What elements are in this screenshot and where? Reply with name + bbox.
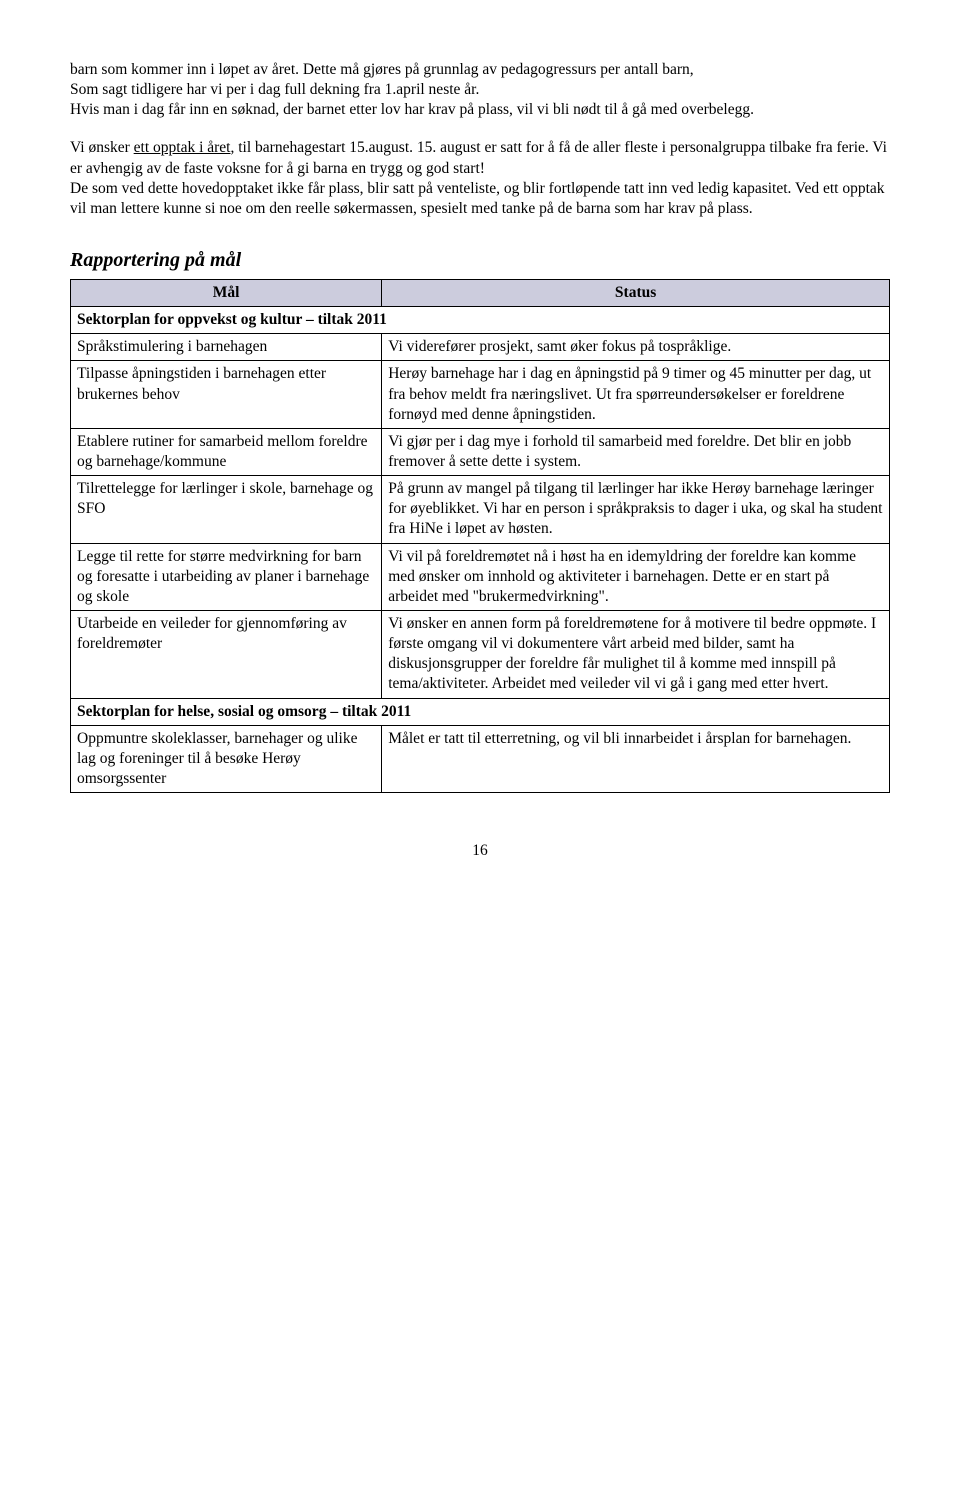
mal-cell: Etablere rutiner for samarbeid mellom fo… <box>71 428 382 475</box>
status-cell: Herøy barnehage har i dag en åpningstid … <box>382 361 890 428</box>
table-row: Språkstimulering i barnehagen Vi videref… <box>71 334 890 361</box>
status-cell: Målet er tatt til etterretning, og vil b… <box>382 725 890 792</box>
mal-cell: Tilpasse åpningstiden i barnehagen etter… <box>71 361 382 428</box>
mal-cell: Språkstimulering i barnehagen <box>71 334 382 361</box>
mal-cell: Tilrettelegge for lærlinger i skole, bar… <box>71 476 382 543</box>
p2c: De som ved dette hovedopptaket ikke får … <box>70 180 885 217</box>
subheader-2: Sektorplan for helse, sosial og omsorg –… <box>71 698 890 725</box>
table-row: Etablere rutiner for samarbeid mellom fo… <box>71 428 890 475</box>
subheader-row-1: Sektorplan for oppvekst og kultur – tilt… <box>71 307 890 334</box>
table-row: Tilpasse åpningstiden i barnehagen etter… <box>71 361 890 428</box>
intro-paragraph-2: Vi ønsker ett opptak i året, til barneha… <box>70 138 890 219</box>
table-header-row: Mål Status <box>71 279 890 306</box>
mal-cell: Legge til rette for større medvirkning f… <box>71 543 382 610</box>
report-table: Mål Status Sektorplan for oppvekst og ku… <box>70 279 890 793</box>
p1-line2: Som sagt tidligere har vi per i dag full… <box>70 81 479 98</box>
subheader-row-2: Sektorplan for helse, sosial og omsorg –… <box>71 698 890 725</box>
header-status: Status <box>382 279 890 306</box>
p2a: Vi ønsker <box>70 139 134 156</box>
table-row: Legge til rette for større medvirkning f… <box>71 543 890 610</box>
mal-cell: Utarbeide en veileder for gjennomføring … <box>71 610 382 698</box>
mal-cell: Oppmuntre skoleklasser, barnehager og ul… <box>71 725 382 792</box>
status-cell: På grunn av mangel på tilgang til lærlin… <box>382 476 890 543</box>
status-cell: Vi ønsker en annen form på foreldremøten… <box>382 610 890 698</box>
intro-paragraph-1: barn som kommer inn i løpet av året. Det… <box>70 60 890 120</box>
status-cell: Vi viderefører prosjekt, samt øker fokus… <box>382 334 890 361</box>
table-row: Oppmuntre skoleklasser, barnehager og ul… <box>71 725 890 792</box>
subheader-1: Sektorplan for oppvekst og kultur – tilt… <box>71 307 890 334</box>
header-mal: Mål <box>71 279 382 306</box>
p1-line1: barn som kommer inn i løpet av året. Det… <box>70 61 694 78</box>
table-row: Tilrettelegge for lærlinger i skole, bar… <box>71 476 890 543</box>
p2-underline: ett opptak i året <box>134 139 231 156</box>
p1-line3: Hvis man i dag får inn en søknad, der ba… <box>70 101 754 118</box>
page-number: 16 <box>70 841 890 861</box>
section-heading: Rapportering på mål <box>70 247 890 273</box>
status-cell: Vi gjør per i dag mye i forhold til sama… <box>382 428 890 475</box>
status-cell: Vi vil på foreldremøtet nå i høst ha en … <box>382 543 890 610</box>
table-row: Utarbeide en veileder for gjennomføring … <box>71 610 890 698</box>
